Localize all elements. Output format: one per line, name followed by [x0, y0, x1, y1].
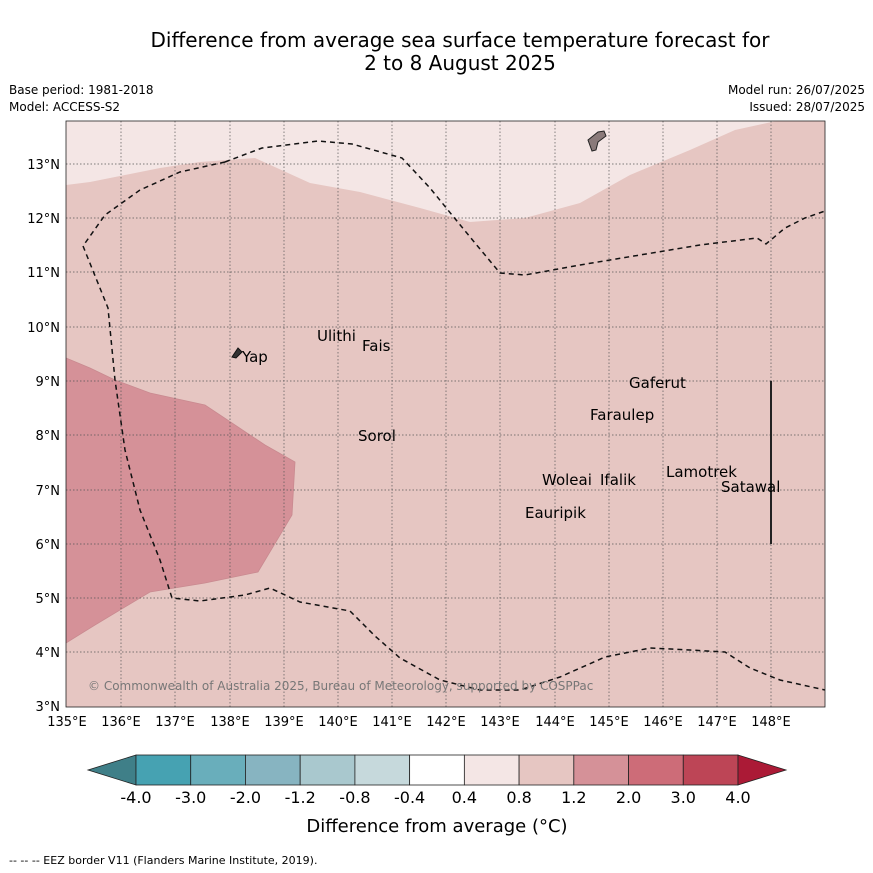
place-label-lamotrek: Lamotrek: [666, 463, 737, 481]
copyright-notice: © Commonwealth of Australia 2025, Bureau…: [88, 679, 593, 693]
colorbar-tick-label: 0.4: [452, 788, 477, 807]
place-labels: Yap Ulithi Fais Sorol Gaferut Faraulep W…: [241, 327, 780, 522]
yap-island-icon: [231, 347, 243, 359]
colorbar-tick-label: 0.8: [506, 788, 531, 807]
lon-label: 146°E: [643, 715, 683, 730]
lat-axis-labels: 13°N 12°N 11°N 10°N 9°N 8°N 7°N 6°N 5°N …: [27, 158, 60, 715]
place-label-eauripik: Eauripik: [525, 504, 586, 522]
lon-label: 135°E: [47, 715, 87, 730]
lon-label: 138°E: [210, 715, 250, 730]
lat-label: 8°N: [36, 429, 61, 444]
colorbar-tick-label: 3.0: [671, 788, 696, 807]
lat-label: 11°N: [27, 266, 60, 281]
lon-label: 140°E: [318, 715, 358, 730]
colorbar-bin: [245, 754, 301, 786]
model-name: Model: ACCESS-S2: [9, 100, 121, 114]
anomaly-region-1.2-2.0: [66, 357, 296, 644]
map-title-line1: Difference from average sea surface temp…: [150, 28, 770, 52]
base-period: Base period: 1981-2018: [9, 83, 154, 97]
lat-label: 4°N: [36, 646, 61, 661]
colorbar-tick-label: -3.0: [175, 788, 206, 807]
colorbar-extend-low: [86, 754, 137, 786]
lat-label: 12°N: [27, 212, 60, 227]
lon-axis-labels: 135°E 136°E 137°E 138°E 139°E 140°E 141°…: [47, 715, 791, 730]
lon-label: 147°E: [697, 715, 737, 730]
lat-label: 6°N: [36, 538, 61, 553]
place-label-ifalik: Ifalik: [600, 471, 636, 489]
colorbar-bin: [354, 754, 411, 786]
place-label-ulithi: Ulithi: [317, 327, 356, 345]
colorbar-tick-label: 2.0: [616, 788, 641, 807]
colorbar-bin: [135, 754, 192, 786]
sst-anomaly-field: [66, 121, 825, 707]
place-label-gaferut: Gaferut: [629, 374, 686, 392]
place-label-fais: Fais: [362, 337, 391, 355]
lat-label: 13°N: [27, 158, 60, 173]
colorbar-tick-label: -2.0: [230, 788, 261, 807]
lat-label: 5°N: [36, 592, 61, 607]
eez-footnote: -- -- -- EEZ border V11 (Flanders Marine…: [9, 854, 318, 867]
lon-label: 143°E: [480, 715, 520, 730]
colorbar-tick-label: 1.2: [561, 788, 586, 807]
place-label-woleai: Woleai: [542, 471, 592, 489]
map-frame: [65, 120, 826, 708]
colorbar-tick-label: -4.0: [120, 788, 151, 807]
colorbar-bin: [190, 754, 246, 786]
map-title-line2: 2 to 8 August 2025: [364, 51, 556, 75]
colorbar-tick-labels: -4.0 -3.0 -2.0 -1.2 -0.8 -0.4 0.4 0.8 1.2 2.0 3.0 4…: [120, 788, 750, 807]
lon-label: 139°E: [264, 715, 304, 730]
lon-label: 144°E: [535, 715, 575, 730]
colorbar-bin: [299, 754, 356, 786]
lon-label: 142°E: [426, 715, 466, 730]
anomaly-region-0.4-0.8: [66, 121, 825, 222]
place-label-sorol: Sorol: [358, 427, 396, 445]
place-label-satawal: Satawal: [721, 478, 780, 496]
colorbar-bin: [463, 754, 520, 786]
colorbar-tick-label: -0.4: [394, 788, 425, 807]
model-run: Model run: 26/07/2025: [727, 83, 865, 97]
issued-date: Issued: 28/07/2025: [749, 100, 865, 114]
place-label-yap: Yap: [241, 348, 268, 366]
colorbar-tick-label: -1.2: [285, 788, 316, 807]
colorbar-bin: [409, 754, 465, 786]
colorbar-bin: [628, 754, 684, 786]
lat-label: 9°N: [36, 375, 61, 390]
islands: [231, 130, 772, 544]
place-label-faraulep: Faraulep: [590, 406, 654, 424]
colorbar-bin: [682, 754, 739, 786]
lon-label: 136°E: [101, 715, 141, 730]
colorbar-tick-label: 4.0: [725, 788, 750, 807]
lon-label: 137°E: [155, 715, 195, 730]
colorbar-title: Difference from average (°C): [306, 816, 567, 837]
lat-label: 10°N: [27, 321, 60, 336]
lon-label: 141°E: [372, 715, 412, 730]
lon-label: 148°E: [751, 715, 791, 730]
colorbar: [86, 754, 788, 786]
lat-label: 3°N: [36, 700, 61, 715]
lon-label: 145°E: [589, 715, 629, 730]
colorbar-bin: [573, 754, 629, 786]
graticule: [66, 121, 825, 707]
colorbar-bin: [518, 754, 575, 786]
lat-label: 7°N: [36, 484, 61, 499]
colorbar-extend-high: [737, 754, 788, 786]
colorbar-tick-label: -0.8: [339, 788, 370, 807]
guam-island-icon: [587, 130, 607, 152]
eez-border: [82, 140, 825, 691]
